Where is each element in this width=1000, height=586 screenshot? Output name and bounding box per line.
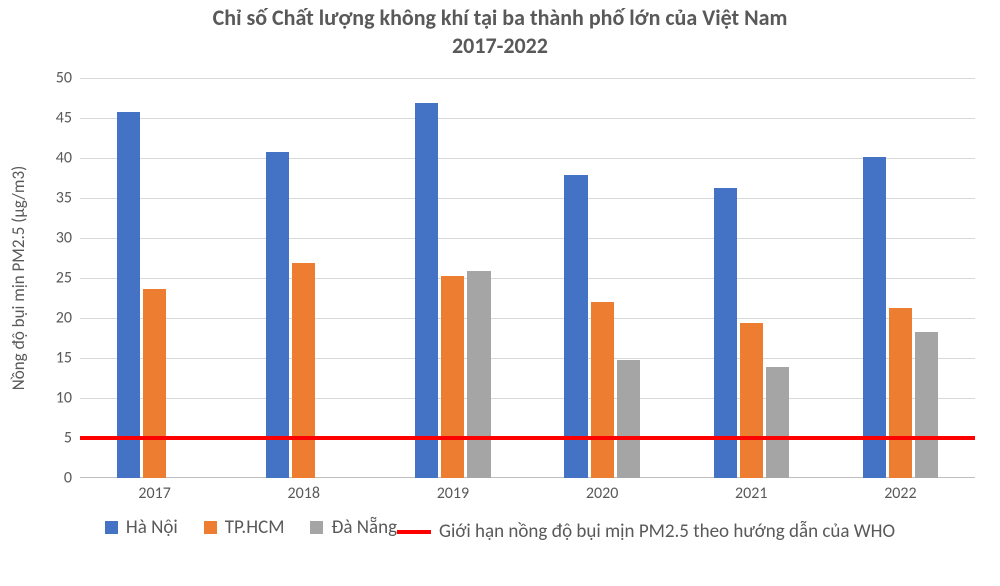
bar: [714, 188, 737, 478]
bar: [591, 302, 614, 478]
bar: [117, 112, 140, 478]
gridline: [80, 358, 975, 359]
y-tick-label: 40: [56, 149, 80, 168]
bar: [740, 323, 763, 478]
y-tick-label: 25: [56, 269, 80, 288]
legend-item: Giới hạn nồng độ bụi mịn PM2.5 theo hướn…: [397, 520, 895, 543]
bar: [889, 308, 912, 478]
gridline: [80, 398, 975, 399]
legend-row-reference: Giới hạn nồng độ bụi mịn PM2.5 theo hướn…: [397, 520, 895, 543]
bar: [143, 289, 166, 478]
legend-line-swatch: [397, 530, 431, 534]
legend-label: Hà Nội: [126, 516, 178, 539]
y-tick-label: 15: [56, 349, 80, 368]
legend-label: TP.HCM: [225, 516, 285, 539]
bar: [415, 103, 438, 478]
chart-title-line1: Chỉ số Chất lượng không khí tại ba thành…: [213, 4, 788, 31]
bar: [467, 271, 490, 478]
gridline: [80, 78, 975, 79]
y-tick-label: 5: [64, 429, 80, 448]
x-tick-label: 2022: [884, 478, 916, 503]
legend-label: Đà Nẵng: [331, 516, 397, 539]
y-tick-label: 30: [56, 229, 80, 248]
chart-title-line2: 2017-2022: [452, 32, 548, 59]
bar: [915, 332, 938, 478]
bar: [564, 175, 587, 478]
x-axis-line: [80, 477, 975, 478]
x-tick-label: 2017: [138, 478, 170, 503]
bar: [266, 152, 289, 478]
y-tick-label: 50: [56, 69, 80, 88]
y-tick-label: 35: [56, 189, 80, 208]
y-tick-label: 20: [56, 309, 80, 328]
x-tick-label: 2021: [735, 478, 767, 503]
aqi-chart: Chỉ số Chất lượng không khí tại ba thành…: [0, 0, 1000, 586]
legend-swatch: [204, 521, 217, 534]
bar: [766, 367, 789, 478]
gridline: [80, 198, 975, 199]
legend-swatch: [105, 521, 118, 534]
y-tick-label: 0: [64, 469, 80, 488]
legend-item: Đà Nẵng: [310, 516, 397, 539]
gridline: [80, 318, 975, 319]
legend-swatch: [310, 521, 323, 534]
legend-item: Hà Nội: [105, 516, 178, 539]
x-tick-label: 2020: [586, 478, 618, 503]
bar: [863, 157, 886, 478]
gridline: [80, 238, 975, 239]
x-tick-label: 2019: [437, 478, 469, 503]
legend-row-series: Hà Nội TP.HCM Đà Nẵng: [105, 516, 397, 539]
y-tick-label: 45: [56, 109, 80, 128]
legend: Hà Nội TP.HCM Đà Nẵng Giới hạn nồng độ bụi …: [0, 510, 1000, 543]
x-tick-label: 2018: [288, 478, 320, 503]
y-axis-label: Nồng độ bụi mịn PM2.5 (μg/m3): [8, 78, 29, 478]
plot-area: 0510152025303540455020172018201920202021…: [80, 78, 975, 478]
bar: [441, 276, 464, 478]
gridline: [80, 118, 975, 119]
gridline: [80, 278, 975, 279]
legend-item: TP.HCM: [204, 516, 285, 539]
legend-label: Giới hạn nồng độ bụi mịn PM2.5 theo hướn…: [439, 520, 895, 543]
bar: [292, 263, 315, 478]
y-tick-label: 10: [56, 389, 80, 408]
who-reference-line: [80, 436, 975, 440]
gridline: [80, 158, 975, 159]
bar: [617, 360, 640, 478]
chart-title: Chỉ số Chất lượng không khí tại ba thành…: [0, 0, 1000, 59]
